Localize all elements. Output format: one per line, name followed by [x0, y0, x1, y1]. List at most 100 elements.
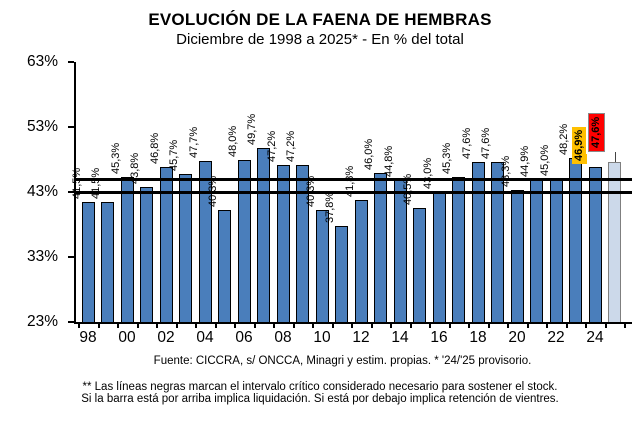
bar-2008 [276, 164, 290, 322]
x-axis-tick [195, 324, 198, 328]
bar-value-label-2012: 41,8% [343, 165, 356, 197]
bar-value-label-2022: 45,0% [538, 144, 551, 176]
x-axis-tick [273, 324, 276, 328]
bar-value-label-2016: 43,0% [421, 157, 434, 189]
bar-2017 [452, 177, 465, 322]
bar-2005 [218, 209, 231, 322]
x-axis-tick [312, 324, 315, 328]
y-axis-tick-label-33%: 33% [26, 248, 58, 265]
bar-value-label-2004: 47,7% [187, 127, 200, 159]
bar-2014 [393, 180, 407, 322]
x-axis-tick [468, 324, 471, 328]
bar-value-label-2019: 47,6% [480, 127, 492, 160]
x-axis-tick [234, 324, 237, 328]
y-axis-tick [68, 191, 74, 193]
x-axis-tick-label-00: 00 [118, 329, 136, 346]
bar-2020 [510, 190, 524, 322]
bar-value-label-2009: 47,2% [285, 130, 297, 162]
bar-value-label-2002: 46,8% [148, 133, 161, 165]
x-axis-tick [624, 324, 627, 328]
x-axis-tick-label-12: 12 [352, 329, 370, 346]
bar-2023 [569, 158, 582, 322]
bar-2011 [335, 225, 348, 322]
bar-2004 [198, 161, 212, 322]
x-axis-tick-label-06: 06 [235, 329, 253, 346]
bar-2024 [588, 166, 602, 322]
x-axis-tick [175, 324, 178, 328]
bar-value-label-2011: 37,8% [324, 191, 336, 223]
bar-value-label-2017: 45,3% [441, 142, 453, 175]
bar-2002 [159, 167, 173, 322]
bar-value-label-1998: 41,5% [70, 167, 83, 199]
bar-value-label-2013: 46,0% [363, 138, 375, 170]
bar-2006 [237, 159, 251, 322]
bar-value-label-2010: 40,3% [304, 175, 317, 207]
y-axis-tick [68, 321, 74, 323]
x-axis-tick [117, 324, 120, 328]
bar-value-label-2024: 46,9% [571, 126, 587, 164]
x-axis-tick-label-18: 18 [469, 329, 487, 346]
x-axis-tick [507, 324, 510, 328]
bar-2016 [432, 192, 446, 322]
chart-title: EVOLUCIÓN DE LA FAENA DE HEMBRAS [148, 10, 492, 29]
bar-2003 [179, 174, 192, 322]
footnote-line-1: ** Las líneas negras marcan el intervalo… [82, 381, 558, 393]
x-axis-tick [370, 324, 373, 328]
x-axis-tick [156, 324, 159, 328]
x-axis-tick [565, 324, 568, 328]
x-axis-tick-label-20: 20 [508, 329, 526, 346]
chart-subtitle: Diciembre de 1998 a 2025* - En % del tot… [176, 31, 464, 48]
bar-2015 [413, 208, 426, 322]
bar-value-label-2000: 45,3% [109, 142, 122, 175]
bar-value-label-2023: 48,2% [558, 124, 570, 156]
bar-value-label-1999: 41,5% [90, 167, 102, 199]
bar-value-label-2025: 47,6% [587, 108, 606, 157]
x-axis-tick-label-14: 14 [391, 329, 409, 346]
bar-2018 [471, 162, 485, 322]
callout-leader-line [614, 152, 616, 163]
bar-1999 [101, 201, 114, 322]
bar-2025 [608, 162, 621, 322]
bar-2009 [296, 164, 309, 322]
bar-1998 [81, 201, 95, 322]
x-axis-tick-label-98: 98 [79, 329, 97, 346]
y-axis-tick [68, 126, 74, 128]
bar-2013 [374, 172, 387, 322]
x-axis-tick [448, 324, 451, 328]
y-axis-tick-label-53%: 53% [26, 118, 58, 135]
y-axis-tick-label-63%: 63% [26, 53, 58, 70]
y-axis-tick [68, 256, 74, 258]
bar-value-label-2021: 44,9% [519, 145, 531, 177]
x-axis-tick [429, 324, 432, 328]
x-axis-tick [292, 324, 295, 328]
x-axis-tick [487, 324, 490, 328]
x-axis-tick [390, 324, 393, 328]
x-axis-tick [78, 324, 81, 328]
x-axis-tick-label-08: 08 [274, 329, 292, 346]
bar-2012 [354, 199, 368, 322]
x-axis-tick-label-04: 04 [196, 329, 214, 346]
x-axis-tick [585, 324, 588, 328]
critical-interval-line-45 [75, 177, 632, 181]
y-axis-tick-label-23%: 23% [26, 313, 58, 330]
bar-value-label-2014: 44,8% [382, 146, 395, 178]
x-axis-tick-label-02: 02 [157, 329, 175, 346]
x-axis-tick [214, 324, 217, 328]
critical-interval-line-43 [75, 190, 632, 194]
bar-value-label-2018: 47,6% [460, 127, 473, 160]
x-axis-tick [604, 324, 607, 328]
x-axis-tick-label-24: 24 [586, 329, 604, 346]
bar-2010 [315, 209, 329, 322]
bar-value-label-2008: 47,2% [265, 130, 278, 162]
bar-2021 [530, 179, 543, 322]
bar-2007 [257, 148, 270, 322]
bar-2019 [491, 162, 504, 322]
bar-value-label-2005: 40,3% [207, 175, 219, 207]
x-axis-tick [409, 324, 412, 328]
x-axis-tick [351, 324, 354, 328]
x-axis-tick [253, 324, 256, 328]
bar-value-label-2006: 48,0% [226, 125, 239, 157]
bar-value-label-2007: 49,7% [246, 114, 258, 146]
x-axis-tick [97, 324, 100, 328]
